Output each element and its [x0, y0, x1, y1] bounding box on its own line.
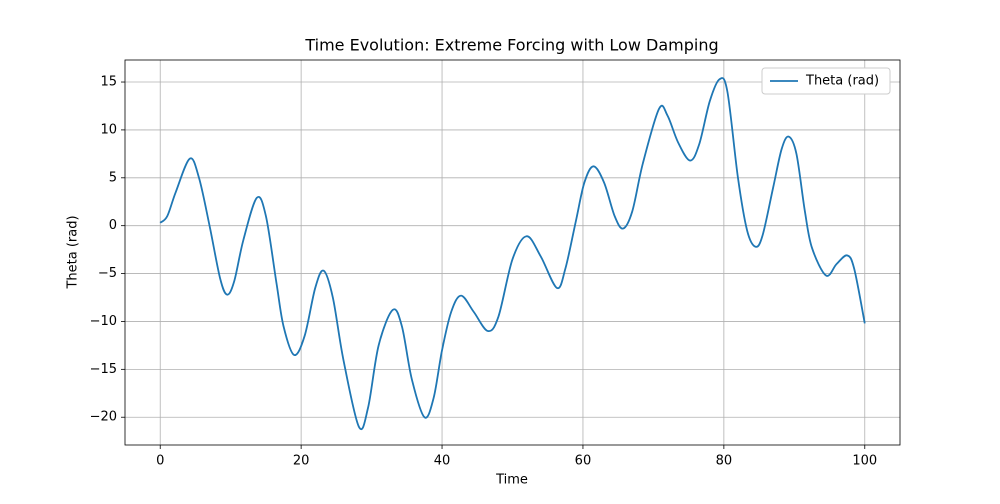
x-axis-label: Time	[495, 473, 528, 488]
plot-area	[159, 77, 866, 430]
grid	[125, 60, 900, 445]
x-tick-label: 100	[852, 454, 877, 469]
y-tick-label: −15	[90, 362, 117, 377]
y-tick-label: 0	[109, 218, 117, 233]
data-line	[159, 77, 866, 430]
legend-label: Theta (rad)	[805, 74, 879, 89]
x-tick-label: 20	[293, 454, 310, 469]
y-tick-label: 5	[109, 170, 117, 185]
y-tick-label: −20	[90, 410, 117, 425]
y-tick-label: 15	[100, 75, 117, 90]
x-tick-label: 60	[575, 454, 592, 469]
y-tick-label: −10	[90, 314, 117, 329]
y-tick-label: −5	[98, 266, 117, 281]
y-tick-label: 10	[100, 122, 117, 137]
x-tick-label: 80	[716, 454, 733, 469]
axes-frame	[124, 59, 901, 446]
y-axis-label: Theta (rad)	[66, 215, 81, 289]
legend-box	[761, 67, 891, 95]
x-tick-label: 0	[156, 454, 164, 469]
chart-title: Time Evolution: Extreme Forcing with Low…	[304, 36, 718, 55]
x-tick-label: 40	[434, 454, 451, 469]
